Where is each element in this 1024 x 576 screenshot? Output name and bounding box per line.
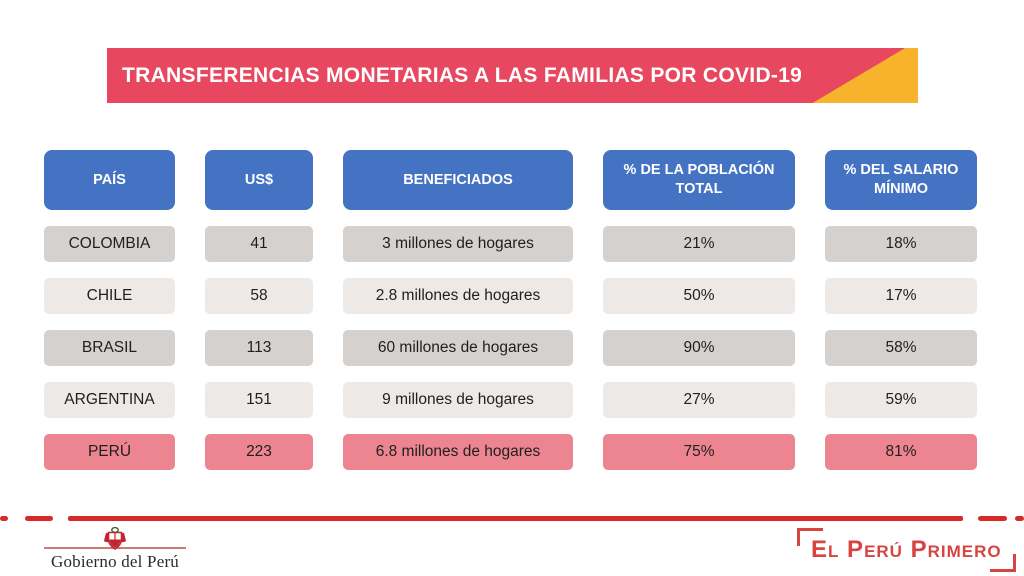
peru-coat-of-arms-icon [104,526,126,555]
divider-dash [0,516,8,521]
table-cell: 113 [205,330,313,366]
gobierno-del-peru-label: Gobierno del Perú [50,552,180,571]
table-cell: 17% [825,278,977,314]
table-cell: 90% [603,330,795,366]
title-banner-red-shape [107,48,906,103]
table-cell: 60 millones de hogares [343,330,573,366]
table-cell: 41 [205,226,313,262]
header-cell-usd: US$ [205,150,313,210]
divider-dash [1015,516,1024,521]
divider-dash [25,516,53,521]
header-cell-pais: PAÍS [44,150,175,210]
table-cell: 3 millones de hogares [343,226,573,262]
table-cell: COLOMBIA [44,226,175,262]
footer-divider [0,516,1024,521]
title-banner: TRANSFERENCIAS MONETARIAS A LAS FAMILIAS… [107,48,918,103]
table-cell: 151 [205,382,313,418]
table-cell-peru: PERÚ [44,434,175,470]
table-cell: ARGENTINA [44,382,175,418]
table-cell: 18% [825,226,977,262]
gobierno-del-peru-logo: Gobierno del Perú [44,524,186,572]
table-cell-peru: 223 [205,434,313,470]
table-cell: 21% [603,226,795,262]
table-cell: CHILE [44,278,175,314]
bracket-top-left-icon [797,528,823,546]
table-cell-peru: 6.8 millones de hogares [343,434,573,470]
table-cell: 9 millones de hogares [343,382,573,418]
table-cell: 58% [825,330,977,366]
table-cell: BRASIL [44,330,175,366]
header-cell-poblacion: % DE LA POBLACIÓN TOTAL [603,150,795,210]
divider-dash [978,516,1007,521]
bracket-bottom-right-icon [989,554,1016,572]
header-cell-beneficiados: BENEFICIADOS [343,150,573,210]
divider-solid-line [68,516,963,521]
table-cell-peru: 81% [825,434,977,470]
slide-title: TRANSFERENCIAS MONETARIAS A LAS FAMILIAS… [122,64,803,87]
table-cell: 27% [603,382,795,418]
table-cell: 50% [603,278,795,314]
table-cell: 2.8 millones de hogares [343,278,573,314]
table-cell: 59% [825,382,977,418]
transfers-table: PAÍS US$ BENEFICIADOS % DE LA POBLACIÓN … [44,150,977,470]
header-cell-salario: % DEL SALARIO MÍNIMO [825,150,977,210]
el-peru-primero-logo: El Perú Primero [797,528,1016,572]
el-peru-primero-text: El Perú Primero [811,536,1002,563]
table-cell-peru: 75% [603,434,795,470]
table-cell: 58 [205,278,313,314]
